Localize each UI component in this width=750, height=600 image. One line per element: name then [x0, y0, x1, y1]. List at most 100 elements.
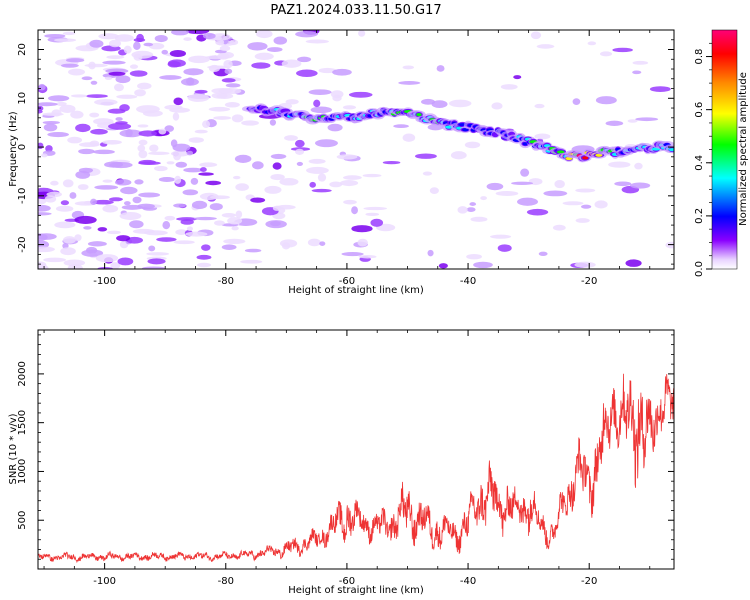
spectrogram-cell: [473, 261, 493, 269]
spectrogram-cell: [38, 233, 48, 242]
spectrogram-cell: [188, 137, 204, 143]
spectrogram-cell: [199, 162, 218, 168]
spectrogram-cell: [422, 171, 433, 176]
spectrogram-cell: [427, 249, 434, 257]
spectrogram-cell: [180, 219, 194, 225]
spectrogram-cell: [582, 156, 589, 160]
spectrogram-cell: [43, 257, 67, 263]
spectrogram-cell: [158, 177, 176, 182]
spectrogram-cell: [186, 150, 194, 156]
spectrogram-cell: [167, 61, 181, 68]
spectrogram-cell: [190, 177, 199, 185]
spectrogram-cell: [536, 44, 555, 49]
spectrogram-cell: [308, 89, 332, 95]
spectrogram-cell: [117, 257, 134, 266]
spectrogram-cell: [608, 161, 631, 168]
spectrogram-cell: [520, 168, 530, 177]
spectrogram-cell: [114, 179, 132, 186]
spectrogram-cell: [308, 158, 326, 164]
spectrogram-cell: [630, 182, 651, 189]
spectrogram-cell: [224, 68, 233, 75]
spectrogram-cell: [194, 129, 208, 134]
spectrogram-cell: [213, 116, 232, 120]
spectrogram-cell: [133, 41, 141, 51]
spectrogram-cell: [649, 86, 671, 92]
snr-y-label: SNR (10 * v/v): [8, 413, 19, 484]
spectrogram-cell: [297, 56, 312, 63]
spectrogram-cell: [38, 83, 46, 91]
spectrogram-cell: [310, 106, 333, 114]
spectrogram-cell: [218, 87, 242, 95]
spectrogram-cell: [63, 259, 86, 267]
spectrogram-cell: [552, 224, 566, 231]
spectrogram-cell: [125, 236, 144, 244]
spectrogram-cell: [491, 102, 503, 110]
spectrogram-cell: [51, 109, 62, 117]
spectrogram-cell: [398, 81, 421, 85]
spectrogram-cell: [172, 112, 180, 121]
spectrogram-cell: [183, 37, 192, 41]
spectrogram-cell: [78, 148, 95, 155]
spectrogram-cell: [270, 173, 285, 181]
spectrogram-cell: [634, 162, 643, 170]
y-tick-label: 20: [17, 43, 28, 56]
spectrogram-cell: [94, 99, 118, 106]
spectrogram-cell: [224, 102, 240, 108]
spectrogram-cell: [185, 231, 208, 237]
spectrogram-cell: [143, 42, 154, 47]
spectrogram-cell: [132, 196, 142, 204]
spectrogram-cell: [219, 45, 231, 52]
x-tick-label: -80: [218, 276, 234, 287]
spectrogram-cell: [92, 149, 115, 155]
spectrogram-cell: [402, 65, 415, 70]
spectrogram-cell: [56, 101, 67, 106]
spectrogram-cell: [104, 76, 113, 80]
spectrogram-cell: [62, 236, 76, 244]
spectrogram-cell: [148, 151, 170, 156]
spectrogram-cell: [438, 263, 448, 269]
snr-y-ticks: 500 1000 1500 2000: [17, 334, 674, 560]
spectrogram-cell: [138, 159, 157, 165]
spectrogram-cell: [309, 181, 316, 188]
spectrogram-cell: [202, 120, 211, 128]
spectrogram-cell: [138, 130, 157, 137]
spectrogram-cell: [632, 60, 649, 65]
spectrogram-cell: [526, 208, 549, 216]
spectrogram-cell: [169, 107, 191, 113]
spectrogram-cell: [231, 226, 239, 231]
spectrogram-cell: [186, 226, 194, 231]
spectrogram-cell: [612, 47, 633, 53]
spectrogram-cell: [173, 203, 186, 208]
spectrogram-cell: [530, 31, 542, 40]
spectrogram-cell: [500, 84, 518, 90]
spectrogram-cell: [81, 76, 93, 81]
spectrogram-cell: [67, 264, 83, 269]
spectrogram-cell: [252, 161, 264, 170]
x-tick-label: -40: [460, 276, 476, 287]
spectrogram-cell: [279, 239, 298, 248]
spectrogram-cell: [562, 201, 584, 206]
spectrogram-cell: [131, 50, 154, 59]
spectrogram-cell: [416, 113, 422, 117]
y-tick-label: -10: [17, 188, 28, 204]
spectrogram-cell: [197, 262, 212, 268]
spectrogram-cell: [41, 153, 48, 158]
spectrogram-cell: [114, 34, 134, 42]
spectrogram-cell: [50, 180, 59, 186]
spectrogram-cell: [106, 230, 121, 235]
spectrogram-cell: [427, 124, 444, 131]
spectrogram-cell: [62, 31, 76, 36]
spectrogram-cell: [296, 161, 304, 166]
spectrogram-cell: [247, 42, 268, 51]
spectrogram-cell: [575, 218, 590, 223]
spectrogram-cell: [415, 153, 437, 159]
spectrogram-cell: [43, 123, 58, 132]
spectrogram-cell: [60, 63, 79, 68]
spectrogram-cell: [70, 110, 84, 119]
spectrogram-cell: [382, 160, 401, 165]
spectrogram-cell: [121, 204, 143, 210]
spectrogram-cell: [517, 197, 538, 206]
spectrogram-cell: [469, 202, 477, 207]
snr-series-line: [38, 373, 674, 564]
